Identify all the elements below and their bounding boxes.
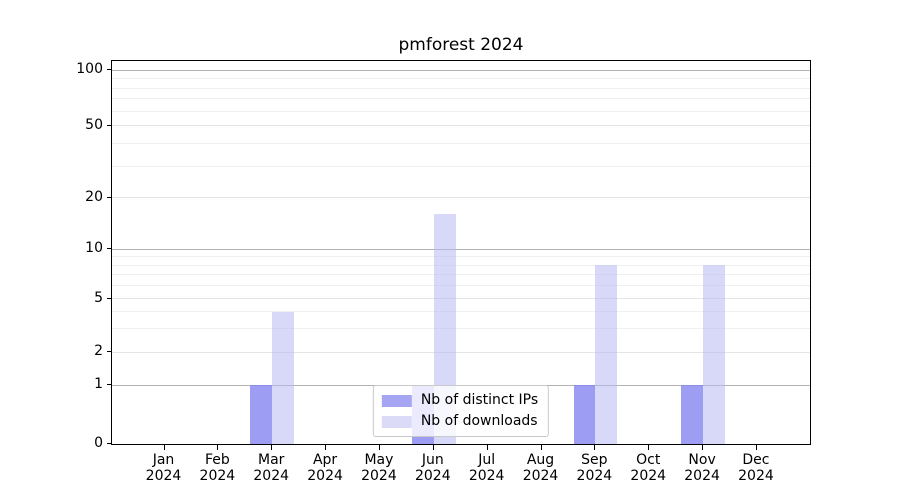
y-tick-label-0: 0 [94, 435, 103, 451]
x-tick-label-feb: Feb 2024 [199, 452, 236, 484]
y-tick-label-10: 10 [85, 240, 103, 256]
y-tick-mark [107, 384, 112, 386]
legend-item-downloads: Nb of downloads [381, 413, 538, 430]
x-tick-label-jan: Jan 2024 [145, 452, 182, 484]
gridline-y-40 [112, 143, 810, 145]
chart-title: pmforest 2024 [398, 35, 524, 55]
gridline-y-3 [112, 328, 810, 330]
y-tick-mark [107, 248, 112, 249]
x-tick-label-may: May 2024 [361, 452, 397, 484]
x-tick-mark [648, 445, 650, 450]
gridline-y-90 [112, 78, 810, 79]
x-tick-label-sep: Sep 2024 [576, 452, 613, 484]
legend-label: Nb of downloads [420, 413, 538, 429]
bar-downloads-nov [703, 265, 725, 444]
y-tick-label-20: 20 [85, 188, 103, 205]
x-tick-mark [432, 445, 434, 450]
legend: Nb of distinct IPs Nb of downloads [372, 385, 550, 437]
legend-swatch-distinct-ips [381, 394, 412, 407]
legend-label: Nb of distinct IPs [420, 392, 539, 408]
legend-swatch-downloads [381, 415, 412, 428]
bar-downloads-sep [595, 265, 618, 444]
gridline-y-30 [112, 165, 810, 167]
y-tick-label-5: 5 [94, 289, 103, 306]
legend-item-distinct-ips: Nb of distinct IPs [381, 392, 539, 409]
x-tick-mark [163, 445, 165, 450]
gridline-y-9 [112, 256, 810, 258]
x-tick-label-jun: Jun 2024 [414, 452, 451, 484]
gridline-y-5 [112, 298, 810, 300]
gridline-y-6 [112, 285, 810, 287]
gridline-y-4 [112, 311, 810, 313]
gridline-y-80 [112, 87, 810, 89]
x-tick-label-jul: Jul 2024 [468, 452, 505, 484]
x-tick-label-dec: Dec 2024 [738, 452, 774, 484]
bar-distinct-ips-sep [573, 385, 596, 444]
y-tick-label-1: 1 [94, 376, 103, 393]
x-tick-mark [325, 445, 327, 450]
y-tick-label-100: 100 [76, 61, 103, 77]
x-tick-label-aug: Aug 2024 [522, 452, 559, 484]
x-tick-mark [540, 445, 542, 450]
y-tick-mark [107, 351, 112, 352]
y-tick-mark [107, 443, 112, 444]
x-tick-mark [217, 445, 219, 450]
y-tick-mark [107, 196, 112, 198]
gridline-y-50 [112, 125, 810, 127]
x-tick-mark [378, 445, 380, 450]
y-tick-mark [107, 69, 112, 70]
x-tick-mark [755, 445, 757, 450]
x-tick-label-mar: Mar 2024 [253, 452, 290, 484]
x-tick-mark [271, 445, 273, 450]
gridline-y-60 [112, 110, 810, 112]
gridline-y-100 [112, 69, 810, 71]
y-tick-label-2: 2 [94, 343, 103, 359]
y-tick-mark [107, 124, 112, 126]
y-tick-label-50: 50 [85, 116, 103, 133]
bar-distinct-ips-nov [681, 385, 704, 444]
bar-downloads-mar [272, 311, 295, 444]
y-tick-mark [107, 297, 112, 299]
x-tick-mark [702, 445, 704, 450]
plot-area: Nb of distinct IPs Nb of downloads [111, 60, 811, 445]
gridline-y-8 [112, 264, 810, 266]
x-tick-label-nov: Nov 2024 [684, 452, 720, 484]
gridline-y-10 [112, 248, 810, 250]
bar-distinct-ips-mar [250, 385, 273, 444]
gridline-y-70 [112, 98, 810, 100]
x-tick-mark [486, 445, 488, 450]
x-tick-label-oct: Oct 2024 [630, 452, 667, 484]
gridline-y-2 [112, 351, 810, 353]
x-tick-mark [594, 445, 596, 450]
gridline-y-20 [112, 197, 810, 199]
gridline-y-7 [112, 274, 810, 276]
x-tick-label-apr: Apr 2024 [307, 452, 343, 484]
